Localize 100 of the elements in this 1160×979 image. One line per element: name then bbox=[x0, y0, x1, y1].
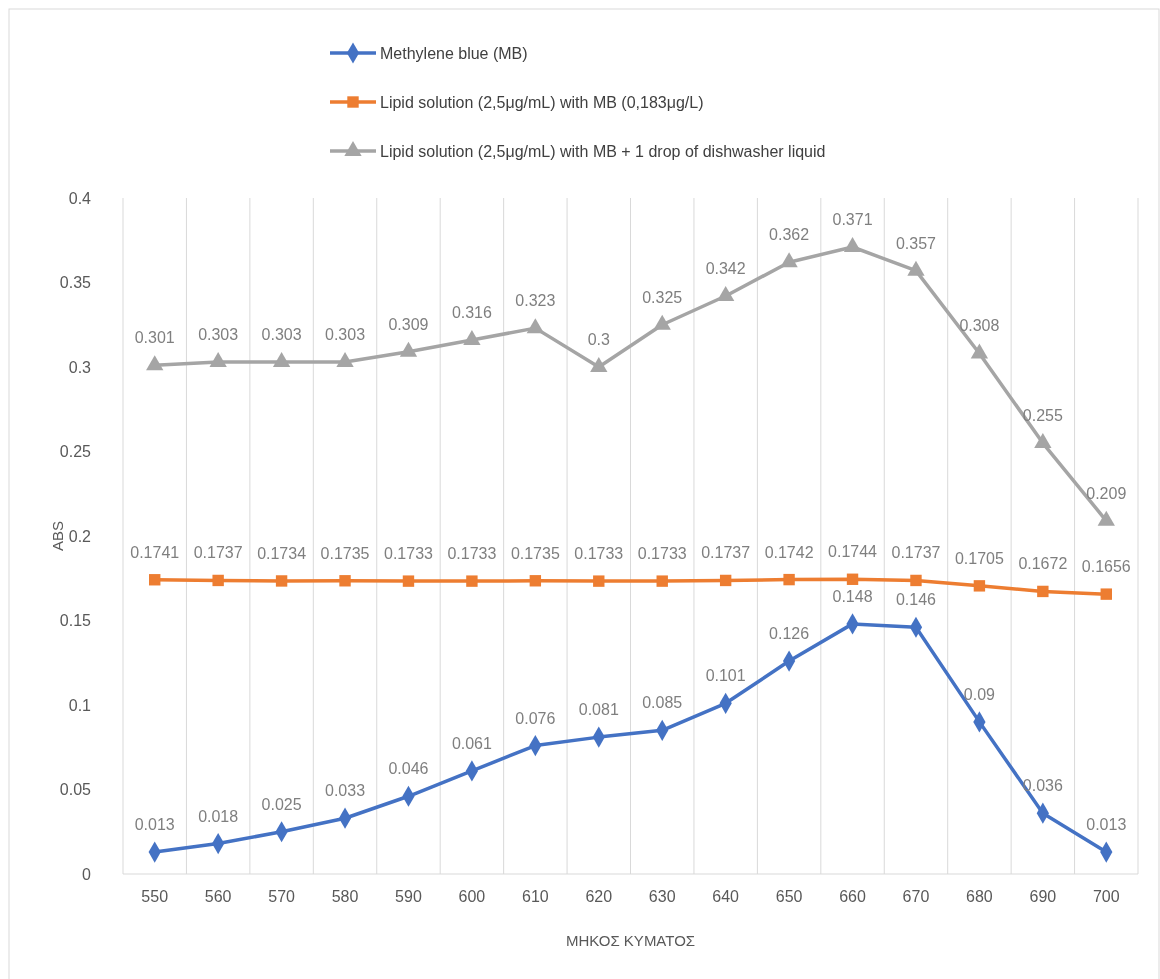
data-label: 0.1734 bbox=[257, 544, 307, 562]
y-axis-title: ABS bbox=[49, 520, 66, 552]
data-label: 0.085 bbox=[642, 694, 683, 712]
data-label: 0.1705 bbox=[954, 549, 1004, 567]
y-tick-label: 0.2 bbox=[68, 527, 92, 545]
data-label: 0.209 bbox=[1086, 484, 1127, 502]
data-label: 0.1733 bbox=[384, 545, 434, 563]
x-tick-label: 650 bbox=[775, 888, 803, 905]
point bbox=[907, 260, 925, 276]
point bbox=[653, 314, 671, 330]
data-label: 0.013 bbox=[134, 816, 175, 834]
point bbox=[339, 575, 351, 587]
data-label: 0.303 bbox=[198, 325, 239, 343]
point bbox=[466, 575, 478, 587]
x-tick-label: 630 bbox=[648, 888, 676, 905]
data-label: 0.126 bbox=[769, 625, 810, 643]
data-label: 0.101 bbox=[705, 667, 746, 685]
x-tick-label: 590 bbox=[395, 888, 422, 905]
point bbox=[973, 580, 986, 592]
y-tick-label: 0.4 bbox=[68, 189, 92, 207]
point bbox=[1037, 585, 1049, 598]
point bbox=[1100, 588, 1112, 600]
point bbox=[843, 237, 862, 253]
y-tick-label: 0.1 bbox=[68, 696, 92, 714]
data-label: 0.046 bbox=[388, 760, 429, 778]
data-label: 0.1733 bbox=[637, 545, 687, 563]
point bbox=[846, 573, 859, 585]
y-tick-label: 0.05 bbox=[59, 781, 92, 799]
data-label: 0.076 bbox=[515, 709, 556, 727]
point bbox=[526, 318, 545, 334]
x-tick-label: 550 bbox=[141, 888, 169, 905]
legend-label: Lipid solution (2,5μg/mL) with MB + 1 drop of dishwasher liquid bbox=[380, 142, 826, 160]
legend-label: Lipid solution (2,5μg/mL) with MB (0,183μg/L) bbox=[380, 93, 704, 111]
point bbox=[719, 574, 732, 587]
legend-label: Methylene blue (MB) bbox=[380, 44, 528, 62]
data-label: 0.061 bbox=[451, 734, 493, 752]
data-label: 0.303 bbox=[325, 325, 366, 343]
x-tick-label: 690 bbox=[1029, 888, 1057, 905]
data-label: 0.1656 bbox=[1081, 558, 1131, 576]
point bbox=[1034, 433, 1052, 449]
data-label: 0.1737 bbox=[701, 544, 751, 562]
y-tick-label: 0.15 bbox=[59, 612, 92, 630]
x-tick-label: 680 bbox=[966, 888, 993, 905]
data-label: 0.255 bbox=[1022, 407, 1063, 425]
data-label: 0.013 bbox=[1086, 816, 1127, 834]
x-axis-title: ΜΗΚΟΣ ΚΥΜΑΤΟΣ bbox=[565, 932, 696, 949]
point bbox=[780, 252, 798, 268]
x-tick-label: 570 bbox=[268, 888, 296, 905]
y-tick-label: 0.35 bbox=[59, 274, 92, 292]
data-label: 0.3 bbox=[587, 331, 610, 348]
data-label: 0.1735 bbox=[510, 544, 560, 562]
point bbox=[1097, 510, 1115, 526]
point bbox=[656, 575, 668, 587]
x-tick-label: 580 bbox=[331, 888, 359, 905]
data-label: 0.1744 bbox=[828, 543, 878, 561]
data-label: 0.309 bbox=[388, 315, 429, 333]
data-label: 0.1733 bbox=[447, 545, 497, 563]
data-label: 0.025 bbox=[261, 795, 302, 813]
data-label: 0.1742 bbox=[764, 543, 814, 561]
point bbox=[970, 343, 989, 359]
y-tick-label: 0 bbox=[82, 865, 92, 883]
data-label: 0.323 bbox=[515, 292, 556, 310]
point bbox=[463, 329, 481, 345]
point bbox=[590, 357, 608, 372]
data-label: 0.357 bbox=[895, 234, 937, 252]
data-label: 0.09 bbox=[963, 685, 996, 703]
point bbox=[209, 351, 227, 367]
point bbox=[336, 351, 354, 367]
x-tick-label: 620 bbox=[585, 888, 613, 905]
data-label: 0.371 bbox=[832, 211, 873, 229]
data-label: 0.1741 bbox=[130, 543, 180, 561]
point bbox=[272, 351, 291, 367]
data-label: 0.146 bbox=[895, 591, 937, 609]
data-label: 0.308 bbox=[959, 317, 1000, 335]
data-label: 0.303 bbox=[261, 325, 302, 343]
data-label: 0.1735 bbox=[320, 544, 370, 562]
point bbox=[783, 573, 795, 586]
point bbox=[149, 574, 161, 586]
data-label: 0.1737 bbox=[891, 544, 941, 562]
x-tick-label: 660 bbox=[839, 888, 866, 905]
data-label: 0.1733 bbox=[574, 545, 624, 563]
data-label: 0.081 bbox=[578, 701, 619, 719]
point bbox=[402, 575, 415, 587]
x-tick-label: 600 bbox=[458, 888, 486, 905]
data-label: 0.033 bbox=[325, 782, 366, 800]
y-tick-label: 0.3 bbox=[68, 358, 92, 376]
point bbox=[212, 574, 224, 587]
data-label: 0.301 bbox=[134, 329, 175, 347]
data-label: 0.316 bbox=[451, 303, 493, 321]
x-tick-label: 610 bbox=[521, 888, 549, 905]
x-tick-label: 640 bbox=[712, 888, 740, 905]
point bbox=[529, 575, 542, 587]
data-label: 0.148 bbox=[832, 587, 873, 605]
point bbox=[593, 575, 605, 587]
x-tick-label: 560 bbox=[204, 888, 232, 905]
data-label: 0.325 bbox=[642, 288, 683, 306]
x-tick-label: 670 bbox=[902, 888, 930, 905]
data-label: 0.1737 bbox=[193, 544, 243, 562]
point bbox=[399, 341, 418, 357]
y-tick-label: 0.25 bbox=[59, 443, 92, 461]
